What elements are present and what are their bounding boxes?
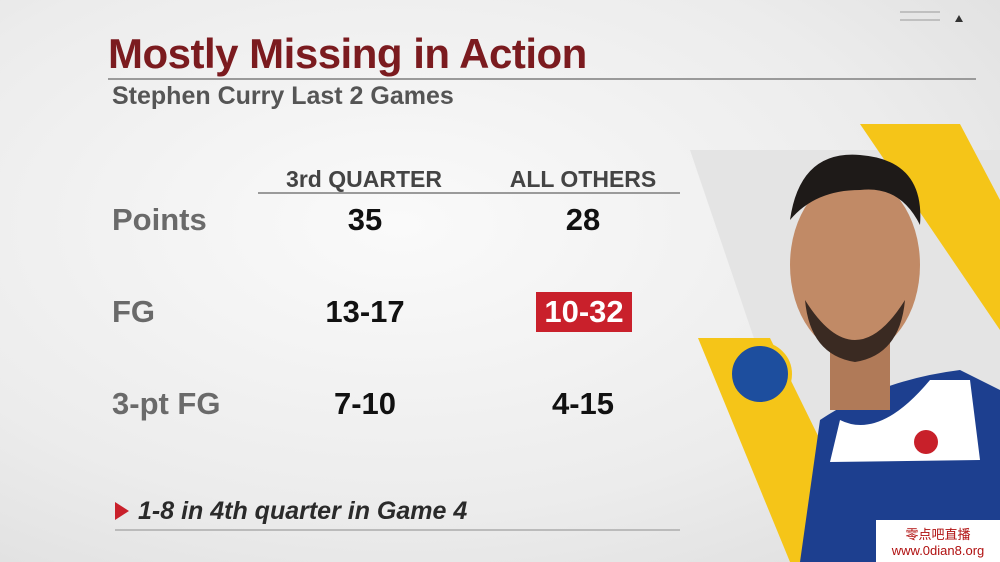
jersey-front [830, 380, 980, 462]
header-rule [258, 192, 680, 194]
footnote: 1-8 in 4th quarter in Game 4 [138, 497, 468, 525]
icon [955, 15, 963, 22]
watermark-url: www.0dian8.org [891, 543, 985, 558]
patch [914, 430, 938, 454]
highlighted-cell: 10-32 [536, 292, 632, 332]
cell: 4-15 [551, 386, 615, 421]
subtitle: Stephen Curry Last 2 Games [112, 82, 454, 110]
beard [805, 300, 905, 362]
team-logo [728, 342, 792, 406]
watermark: 零点吧直播 www.0dian8.org [876, 520, 1000, 562]
hair [790, 154, 921, 225]
cell: 28 [565, 202, 601, 237]
column-header: 3rd QUARTER [286, 166, 442, 192]
row-label: 3-pt FG [112, 386, 221, 421]
column-header: ALL OTHERS [509, 166, 657, 192]
cell: 13-17 [325, 294, 405, 329]
face [790, 175, 920, 355]
row-label: Points [112, 202, 207, 237]
bullet [115, 502, 129, 520]
watermark-name: 零点吧直播 [905, 527, 971, 542]
title-rule [108, 78, 976, 80]
cell: 35 [347, 202, 383, 237]
title: Mostly Missing in Action [108, 30, 587, 77]
row-label: FG [112, 294, 156, 329]
cell: 7-10 [333, 386, 397, 421]
